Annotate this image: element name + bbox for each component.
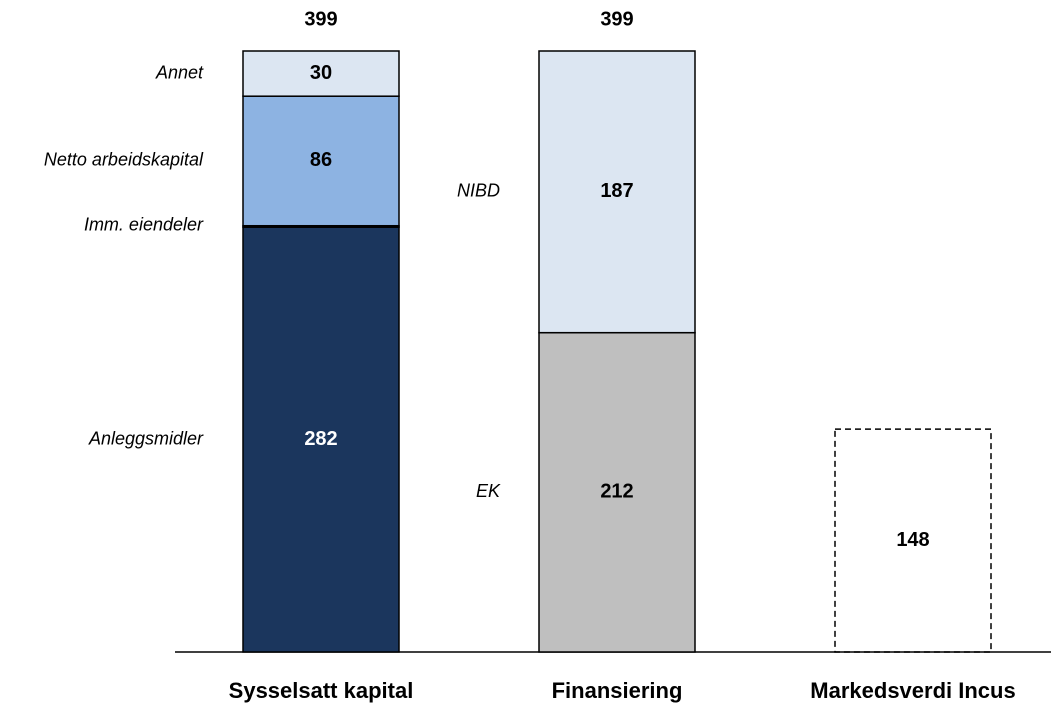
segment-label: EK xyxy=(476,481,501,501)
segment-label: NIBD xyxy=(457,181,500,201)
total-label: 399 xyxy=(304,8,337,30)
bar-segment xyxy=(538,50,696,334)
category-label: Sysselsatt kapital xyxy=(229,678,414,703)
segment-label: Annet xyxy=(155,62,204,82)
segment-label: Imm. eiendeler xyxy=(84,214,204,234)
segment-label: Netto arbeidskapital xyxy=(44,150,204,170)
bar-segment xyxy=(242,226,400,653)
value-label: 282 xyxy=(304,428,337,450)
value-label: 86 xyxy=(310,149,332,171)
bar-segment xyxy=(538,331,696,653)
value-label: 212 xyxy=(600,481,633,503)
category-label: Markedsverdi Incus xyxy=(810,678,1015,703)
segment-label: Anleggsmidler xyxy=(88,428,204,448)
value-label: 148 xyxy=(896,529,929,551)
total-label: 399 xyxy=(600,8,633,30)
value-label: 187 xyxy=(600,180,633,202)
category-label: Finansiering xyxy=(552,678,683,703)
bar-segment xyxy=(242,50,400,97)
value-label: 30 xyxy=(310,62,332,84)
